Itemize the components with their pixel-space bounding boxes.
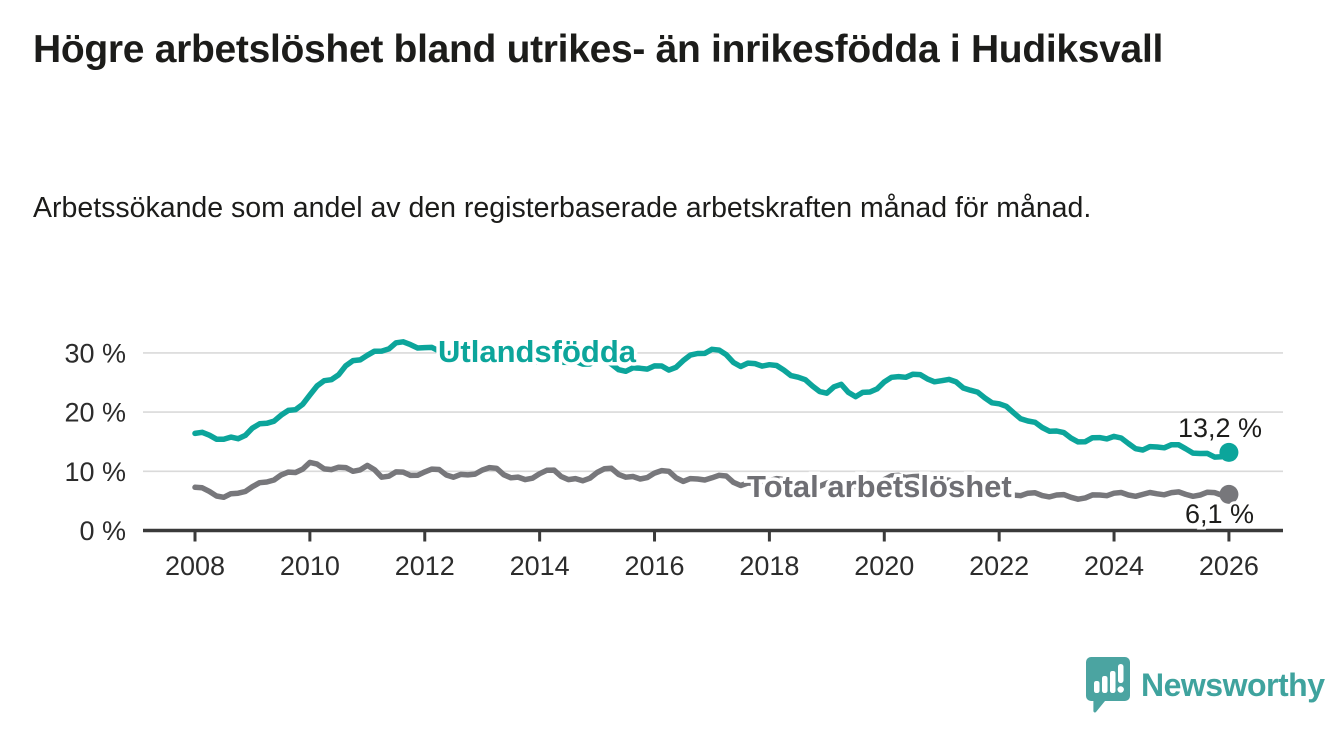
x-axis-tick-label: 2018 (739, 551, 799, 581)
bar-chart-speech-bubble-icon (1086, 657, 1130, 713)
series-end-dot-total-arbetsloshet (1219, 484, 1239, 504)
x-axis-tick-label: 2024 (1084, 551, 1144, 581)
logo-bar-tall (1110, 671, 1116, 693)
brand-name: Newsworthy (1141, 666, 1325, 703)
chart-subtitle: Arbetssökande som andel av den registerb… (33, 192, 1092, 224)
x-axis: 2008 2010 2012 2014 2016 2018 2020 2022 2024 2026 (143, 528, 1283, 581)
end-value-label-utlandsfodda: 13,2 % (1178, 413, 1262, 443)
gridlines-layer: 0 % 10 % 20 % 30 % (64, 338, 1283, 546)
series-end-dot-utlandsfodda (1219, 442, 1239, 462)
chart-title: Högre arbetslöshet bland utrikes- än inr… (33, 28, 1164, 71)
logo-bar-medium (1102, 676, 1108, 693)
annotation-layer: Utlandsfödda Total arbetslöshet 13,2 % 6… (435, 331, 1266, 533)
x-axis-tick-label: 2016 (624, 551, 684, 581)
series-line-total-arbetsloshet (192, 459, 1232, 502)
brand-footer: Newsworthy (1086, 655, 1325, 715)
x-axis-tick-label: 2014 (510, 551, 570, 581)
series-label-total-arbetsloshet: Total arbetslöshet (747, 469, 1012, 504)
x-axis-tick-label: 2022 (969, 551, 1029, 581)
x-axis-tick-label: 2020 (854, 551, 914, 581)
speech-bubble-shape (1086, 657, 1130, 713)
x-axis-tick-label: 2010 (280, 551, 340, 581)
x-axis-tick-label: 2012 (395, 551, 455, 581)
logo-exclamation-bar (1118, 664, 1124, 683)
logo-exclamation-dot (1117, 686, 1124, 693)
y-axis-tick-label: 0 % (79, 516, 126, 546)
x-axis-tick-label: 2026 (1199, 551, 1259, 581)
logo-bar-short (1094, 681, 1100, 693)
y-axis-tick-label: 10 % (64, 457, 126, 487)
y-axis-tick-label: 20 % (64, 398, 126, 428)
series-line-utlandsfodda (192, 339, 1232, 460)
series-label-utlandsfodda: Utlandsfödda (438, 334, 637, 369)
series-layer (192, 339, 1239, 504)
end-value-label-total-arbetsloshet: 6,1 % (1185, 499, 1254, 529)
y-axis-tick-label: 30 % (64, 338, 126, 368)
x-axis-tick-label: 2008 (165, 551, 225, 581)
